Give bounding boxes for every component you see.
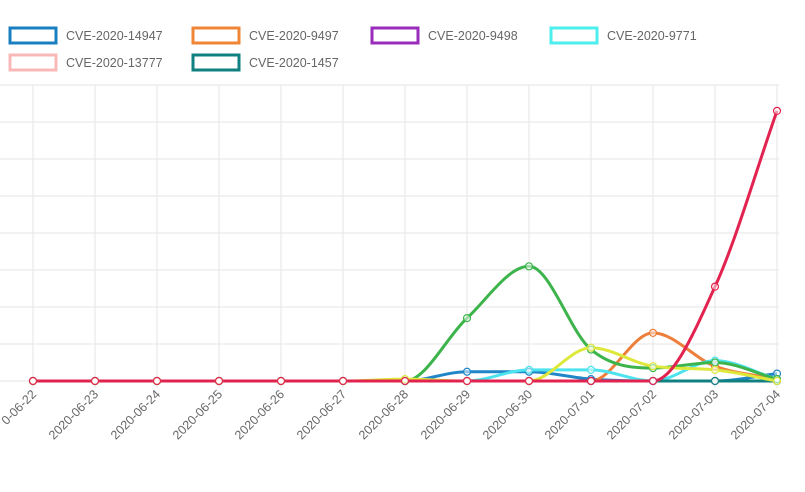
legend-item: CVE-2020-1457 (191, 53, 339, 72)
legend-swatch (8, 53, 58, 72)
legend-item: CVE-2020-9497 (191, 26, 339, 45)
data-point (648, 376, 658, 386)
legend-label: CVE-2020-14947 (66, 29, 163, 43)
data-point (28, 376, 38, 386)
legend-label: CVE-2020-1457 (249, 56, 339, 70)
data-point (152, 376, 162, 386)
x-tick-label: 2020-07-04 (728, 387, 783, 442)
legend-swatch (191, 53, 241, 72)
data-point (586, 365, 596, 374)
legend-label: CVE-2020-9498 (428, 29, 518, 43)
data-point (772, 376, 782, 386)
data-point (586, 376, 596, 386)
x-tick-label: 2020-06-28 (356, 387, 411, 442)
data-point (710, 358, 720, 367)
grid (0, 84, 779, 388)
legend-item: CVE-2020-9771 (549, 26, 697, 45)
legend-swatch (191, 26, 241, 45)
data-point (710, 376, 720, 386)
x-tick-label: 0-06-22 (0, 387, 39, 427)
data-point (400, 376, 410, 386)
legend-label: CVE-2020-13777 (66, 56, 163, 70)
x-tick-label: 2020-06-29 (418, 387, 473, 442)
data-point (214, 376, 224, 386)
x-tick-label: 2020-07-01 (542, 387, 597, 442)
legend-item: CVE-2020-13777 (8, 53, 163, 72)
x-tick-label: 2020-06-26 (232, 387, 287, 442)
x-tick-label: 2020-06-25 (170, 387, 225, 442)
data-point (648, 328, 658, 337)
data-point (524, 262, 534, 271)
x-tick-label: 2020-06-24 (108, 387, 163, 442)
legend: CVE-2020-14947 CVE-2020-9497 CVE-2020-9498… (8, 26, 697, 72)
data-point (524, 376, 534, 386)
data-point (462, 367, 472, 376)
legend-item: CVE-2020-9498 (370, 26, 518, 45)
x-tick-label: 2020-07-03 (666, 387, 721, 442)
x-tick-label: 2020-06-30 (480, 387, 535, 442)
x-tick-label: 2020-06-27 (294, 387, 349, 442)
data-point (276, 376, 286, 386)
legend-label: CVE-2020-9771 (607, 29, 697, 43)
series-line (33, 110, 779, 383)
legend-label: CVE-2020-9497 (249, 29, 339, 43)
data-point (710, 365, 720, 374)
data-point (772, 106, 782, 116)
legend-swatch (8, 26, 58, 45)
legend-item: CVE-2020-14947 (8, 26, 163, 45)
x-tick-label: 2020-06-23 (46, 387, 101, 442)
legend-swatch (370, 26, 420, 45)
data-point (586, 343, 596, 352)
x-tick-label: 2020-07-02 (604, 387, 659, 442)
x-axis-tick-labels: 0-06-22 2020-06-23 2020-06-24 2020-06-25 202… (0, 387, 783, 442)
data-point (710, 282, 720, 291)
data-point (648, 362, 658, 371)
data-point (338, 376, 348, 386)
data-point (90, 376, 100, 386)
data-point (462, 376, 472, 386)
data-point (524, 365, 534, 374)
data-point (462, 314, 472, 323)
series-points (28, 106, 782, 386)
legend-swatch (549, 26, 599, 45)
